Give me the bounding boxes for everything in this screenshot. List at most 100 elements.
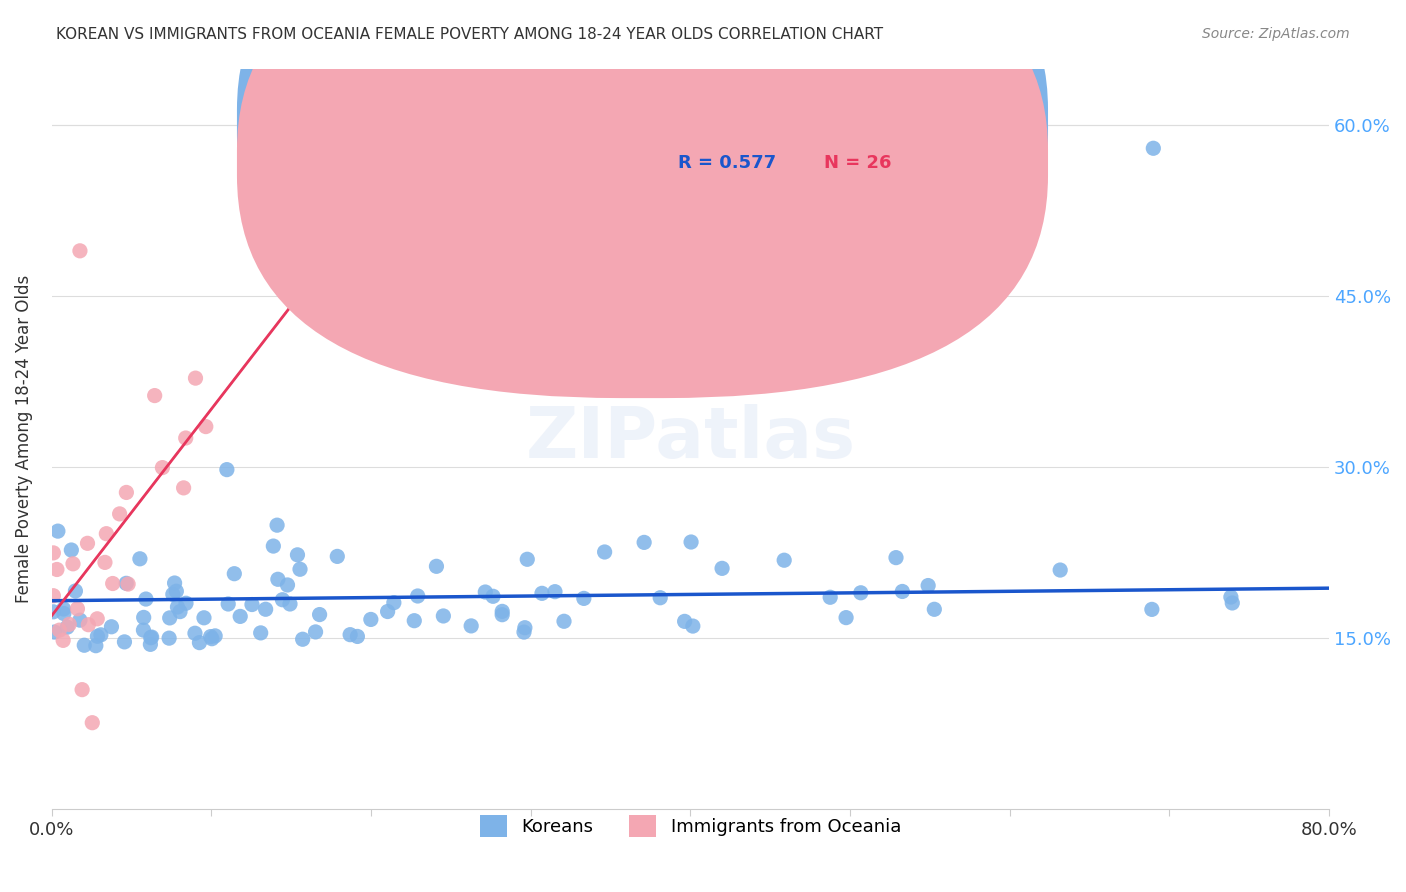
Point: [650, 591, 672, 605]
Text: N = 97: N = 97: [824, 113, 891, 131]
Point: [135, 592, 157, 607]
Point: [52, 602, 75, 616]
Point: [249, 626, 271, 640]
Text: KOREAN VS IMMIGRANTS FROM OCEANIA FEMALE POVERTY AMONG 18-24 YEAR OLDS CORRELATI: KOREAN VS IMMIGRANTS FROM OCEANIA FEMALE…: [56, 27, 883, 42]
Text: R = 0.577: R = 0.577: [678, 153, 776, 171]
Point: [48, 623, 70, 637]
Point: [184, 626, 207, 640]
Point: [115, 485, 138, 500]
Point: [108, 507, 131, 521]
Point: [69, 244, 91, 258]
Point: [276, 578, 298, 592]
Point: [711, 561, 734, 575]
Point: [159, 611, 181, 625]
Point: [1049, 563, 1071, 577]
Point: [553, 615, 575, 629]
Point: [141, 630, 163, 644]
Point: [404, 614, 426, 628]
Point: [129, 551, 152, 566]
Point: [773, 553, 796, 567]
Point: [482, 589, 505, 603]
Point: [377, 605, 399, 619]
Point: [884, 550, 907, 565]
Point: [593, 545, 616, 559]
Point: [45, 562, 67, 576]
Point: [271, 592, 294, 607]
Point: [76, 536, 98, 550]
Point: [94, 555, 117, 569]
Point: [1220, 596, 1243, 610]
Point: [86, 612, 108, 626]
Point: [516, 552, 538, 566]
Point: [163, 576, 186, 591]
Point: [101, 576, 124, 591]
Point: [66, 601, 89, 615]
Point: [115, 576, 138, 591]
Point: [530, 586, 553, 600]
Text: ZIPatlas: ZIPatlas: [526, 404, 855, 474]
Point: [1140, 602, 1163, 616]
Point: [835, 610, 858, 624]
Point: [278, 597, 301, 611]
Point: [240, 598, 263, 612]
Point: [114, 635, 136, 649]
Point: [818, 591, 841, 605]
Point: [70, 682, 93, 697]
Point: [406, 589, 429, 603]
Point: [1219, 590, 1241, 604]
Point: [339, 628, 361, 642]
Point: [69, 613, 91, 627]
FancyBboxPatch shape: [238, 0, 1047, 358]
Point: [432, 609, 454, 624]
Point: [262, 539, 284, 553]
Point: [193, 611, 215, 625]
Point: [139, 637, 162, 651]
Point: [77, 617, 100, 632]
Point: [58, 617, 80, 632]
Point: [132, 610, 155, 624]
Point: [194, 419, 217, 434]
Point: [62, 557, 84, 571]
Point: [173, 481, 195, 495]
Point: [165, 584, 187, 599]
Point: [254, 602, 277, 616]
Point: [152, 460, 174, 475]
Point: [215, 462, 238, 476]
FancyBboxPatch shape: [238, 0, 1047, 398]
Point: [681, 535, 703, 549]
Point: [346, 629, 368, 643]
Point: [174, 596, 197, 610]
Point: [169, 605, 191, 619]
Text: N = 26: N = 26: [824, 153, 891, 171]
Point: [96, 526, 118, 541]
Point: [513, 625, 536, 640]
Point: [217, 597, 239, 611]
Point: [267, 572, 290, 586]
Legend: Koreans, Immigrants from Oceania: Koreans, Immigrants from Oceania: [472, 808, 908, 845]
Point: [201, 632, 224, 646]
Point: [288, 562, 311, 576]
Point: [200, 630, 222, 644]
Point: [917, 578, 939, 592]
Point: [425, 559, 447, 574]
Point: [82, 715, 104, 730]
Point: [73, 638, 96, 652]
Point: [46, 524, 69, 538]
Point: [544, 584, 567, 599]
Point: [52, 607, 75, 621]
Point: [90, 628, 112, 642]
Point: [229, 609, 252, 624]
Point: [291, 632, 314, 647]
Point: [633, 535, 655, 549]
Point: [65, 584, 87, 599]
Point: [382, 596, 405, 610]
Point: [491, 607, 513, 622]
Point: [513, 621, 536, 635]
Point: [204, 629, 226, 643]
Point: [42, 546, 65, 560]
Point: [572, 591, 595, 606]
Point: [42, 605, 65, 619]
Point: [100, 620, 122, 634]
Point: [52, 633, 75, 648]
Point: [174, 431, 197, 445]
